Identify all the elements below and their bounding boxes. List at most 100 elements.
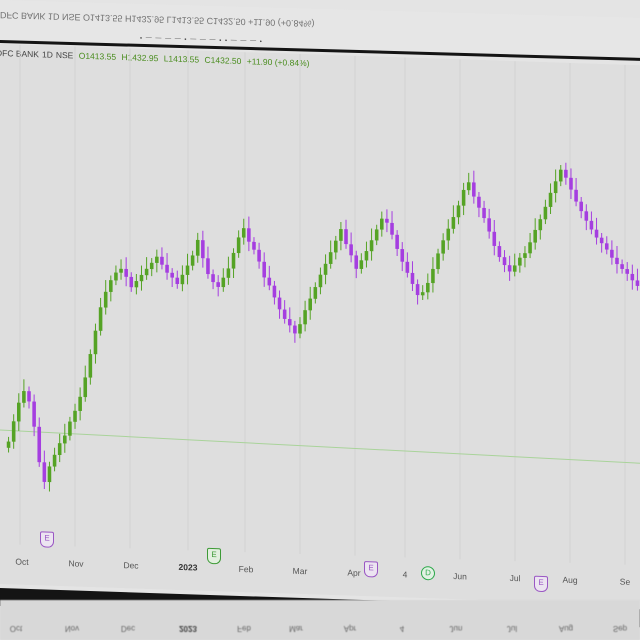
candle-body[interactable] bbox=[456, 205, 461, 218]
candle-body[interactable] bbox=[221, 277, 226, 288]
candle-body[interactable] bbox=[180, 274, 185, 285]
candle-body[interactable] bbox=[93, 330, 98, 355]
candle-body[interactable] bbox=[630, 273, 635, 281]
candle-body[interactable] bbox=[22, 391, 26, 403]
candle-body[interactable] bbox=[98, 307, 103, 331]
candle-body[interactable] bbox=[558, 169, 563, 182]
candle-body[interactable] bbox=[226, 268, 231, 278]
candle-body[interactable] bbox=[6, 441, 11, 448]
candle-body[interactable] bbox=[282, 309, 287, 319]
candle-body[interactable] bbox=[410, 272, 415, 285]
candle-body[interactable] bbox=[78, 396, 82, 412]
candle-body[interactable] bbox=[119, 268, 123, 273]
candle-body[interactable] bbox=[589, 220, 594, 230]
candle-body[interactable] bbox=[620, 264, 624, 270]
candle-body[interactable] bbox=[134, 281, 139, 288]
candle-body[interactable] bbox=[216, 282, 220, 287]
candle-body[interactable] bbox=[426, 282, 430, 293]
candle-body[interactable] bbox=[359, 260, 364, 269]
candle-body[interactable] bbox=[538, 219, 543, 231]
candle-body[interactable] bbox=[564, 169, 568, 178]
candle-body[interactable] bbox=[497, 245, 502, 258]
candle-body[interactable] bbox=[569, 177, 573, 190]
candle-body[interactable] bbox=[599, 237, 604, 244]
candle-body[interactable] bbox=[354, 255, 359, 269]
candle-body[interactable] bbox=[328, 252, 333, 265]
candle-body[interactable] bbox=[247, 228, 251, 242]
candle-body[interactable] bbox=[625, 269, 630, 274]
candle-body[interactable] bbox=[339, 228, 343, 241]
candle-body[interactable] bbox=[201, 240, 205, 259]
candle-body[interactable] bbox=[308, 298, 313, 311]
candle-body[interactable] bbox=[231, 252, 236, 269]
candle-body[interactable] bbox=[431, 268, 435, 284]
candle-body[interactable] bbox=[170, 272, 174, 278]
candle-body[interactable] bbox=[211, 274, 215, 283]
candle-body[interactable] bbox=[206, 258, 210, 275]
candle-body[interactable] bbox=[103, 291, 108, 308]
candle-body[interactable] bbox=[390, 222, 394, 235]
candle-body[interactable] bbox=[42, 462, 47, 483]
candle-body[interactable] bbox=[63, 435, 67, 444]
earnings-marker-icon[interactable]: E bbox=[534, 575, 548, 593]
candle-body[interactable] bbox=[533, 229, 537, 243]
candle-body[interactable] bbox=[395, 234, 399, 249]
candle-body[interactable] bbox=[610, 249, 614, 258]
candle-body[interactable] bbox=[441, 240, 445, 254]
chart-panel[interactable]: DFC BANK 1D NSE O1413.55 H1432.95 L1413.55… bbox=[0, 44, 640, 606]
candle-body[interactable] bbox=[553, 181, 558, 194]
candle-body[interactable] bbox=[160, 256, 164, 265]
candle-body[interactable] bbox=[165, 264, 169, 273]
candle-body[interactable] bbox=[313, 286, 318, 299]
candle-body[interactable] bbox=[27, 391, 31, 402]
candle-body[interactable] bbox=[303, 310, 307, 325]
candle-body[interactable] bbox=[349, 244, 353, 256]
candle-body[interactable] bbox=[37, 426, 42, 463]
candle-body[interactable] bbox=[139, 274, 144, 282]
candle-body[interactable] bbox=[579, 201, 583, 212]
candle-body[interactable] bbox=[374, 229, 379, 241]
candle-body[interactable] bbox=[16, 402, 21, 422]
candle-body[interactable] bbox=[400, 249, 405, 262]
candle-body[interactable] bbox=[195, 239, 200, 256]
candle-body[interactable] bbox=[615, 257, 619, 265]
candle-body[interactable] bbox=[436, 253, 440, 270]
candle-body[interactable] bbox=[512, 265, 517, 272]
candle-body[interactable] bbox=[11, 421, 16, 442]
candle-body[interactable] bbox=[129, 276, 134, 288]
candle-body[interactable] bbox=[477, 196, 481, 208]
candle-body[interactable] bbox=[277, 297, 282, 310]
dividend-marker-icon[interactable]: D bbox=[421, 565, 435, 581]
candle-body[interactable] bbox=[298, 324, 302, 334]
candle-body[interactable] bbox=[267, 277, 272, 286]
candle-body[interactable] bbox=[57, 443, 62, 456]
earnings-marker-icon[interactable]: E bbox=[207, 547, 221, 565]
candle-body[interactable] bbox=[114, 272, 118, 281]
candle-body[interactable] bbox=[252, 241, 256, 250]
candle-body[interactable] bbox=[318, 274, 323, 288]
candle-body[interactable] bbox=[364, 250, 369, 261]
candle-body[interactable] bbox=[190, 255, 195, 266]
candle-body[interactable] bbox=[446, 228, 451, 241]
candle-body[interactable] bbox=[185, 265, 190, 275]
candle-body[interactable] bbox=[144, 268, 149, 276]
candle-body[interactable] bbox=[175, 277, 180, 285]
candle-body[interactable] bbox=[262, 261, 266, 278]
candle-body[interactable] bbox=[88, 353, 93, 378]
candle-body[interactable] bbox=[52, 454, 57, 467]
candle-body[interactable] bbox=[502, 257, 507, 266]
candle-body[interactable] bbox=[236, 237, 241, 254]
candle-body[interactable] bbox=[405, 261, 410, 273]
candle-body[interactable] bbox=[272, 285, 277, 298]
candle-body[interactable] bbox=[323, 263, 328, 275]
candle-body[interactable] bbox=[543, 206, 548, 220]
candle-body[interactable] bbox=[466, 182, 471, 191]
candle-body[interactable] bbox=[584, 211, 589, 221]
candle-body[interactable] bbox=[472, 182, 476, 197]
candle-body[interactable] bbox=[124, 268, 128, 277]
candle-body[interactable] bbox=[451, 217, 456, 229]
candle-body[interactable] bbox=[518, 257, 522, 266]
candle-body[interactable] bbox=[528, 242, 532, 254]
candle-body[interactable] bbox=[241, 228, 246, 238]
candle-body[interactable] bbox=[109, 280, 113, 293]
